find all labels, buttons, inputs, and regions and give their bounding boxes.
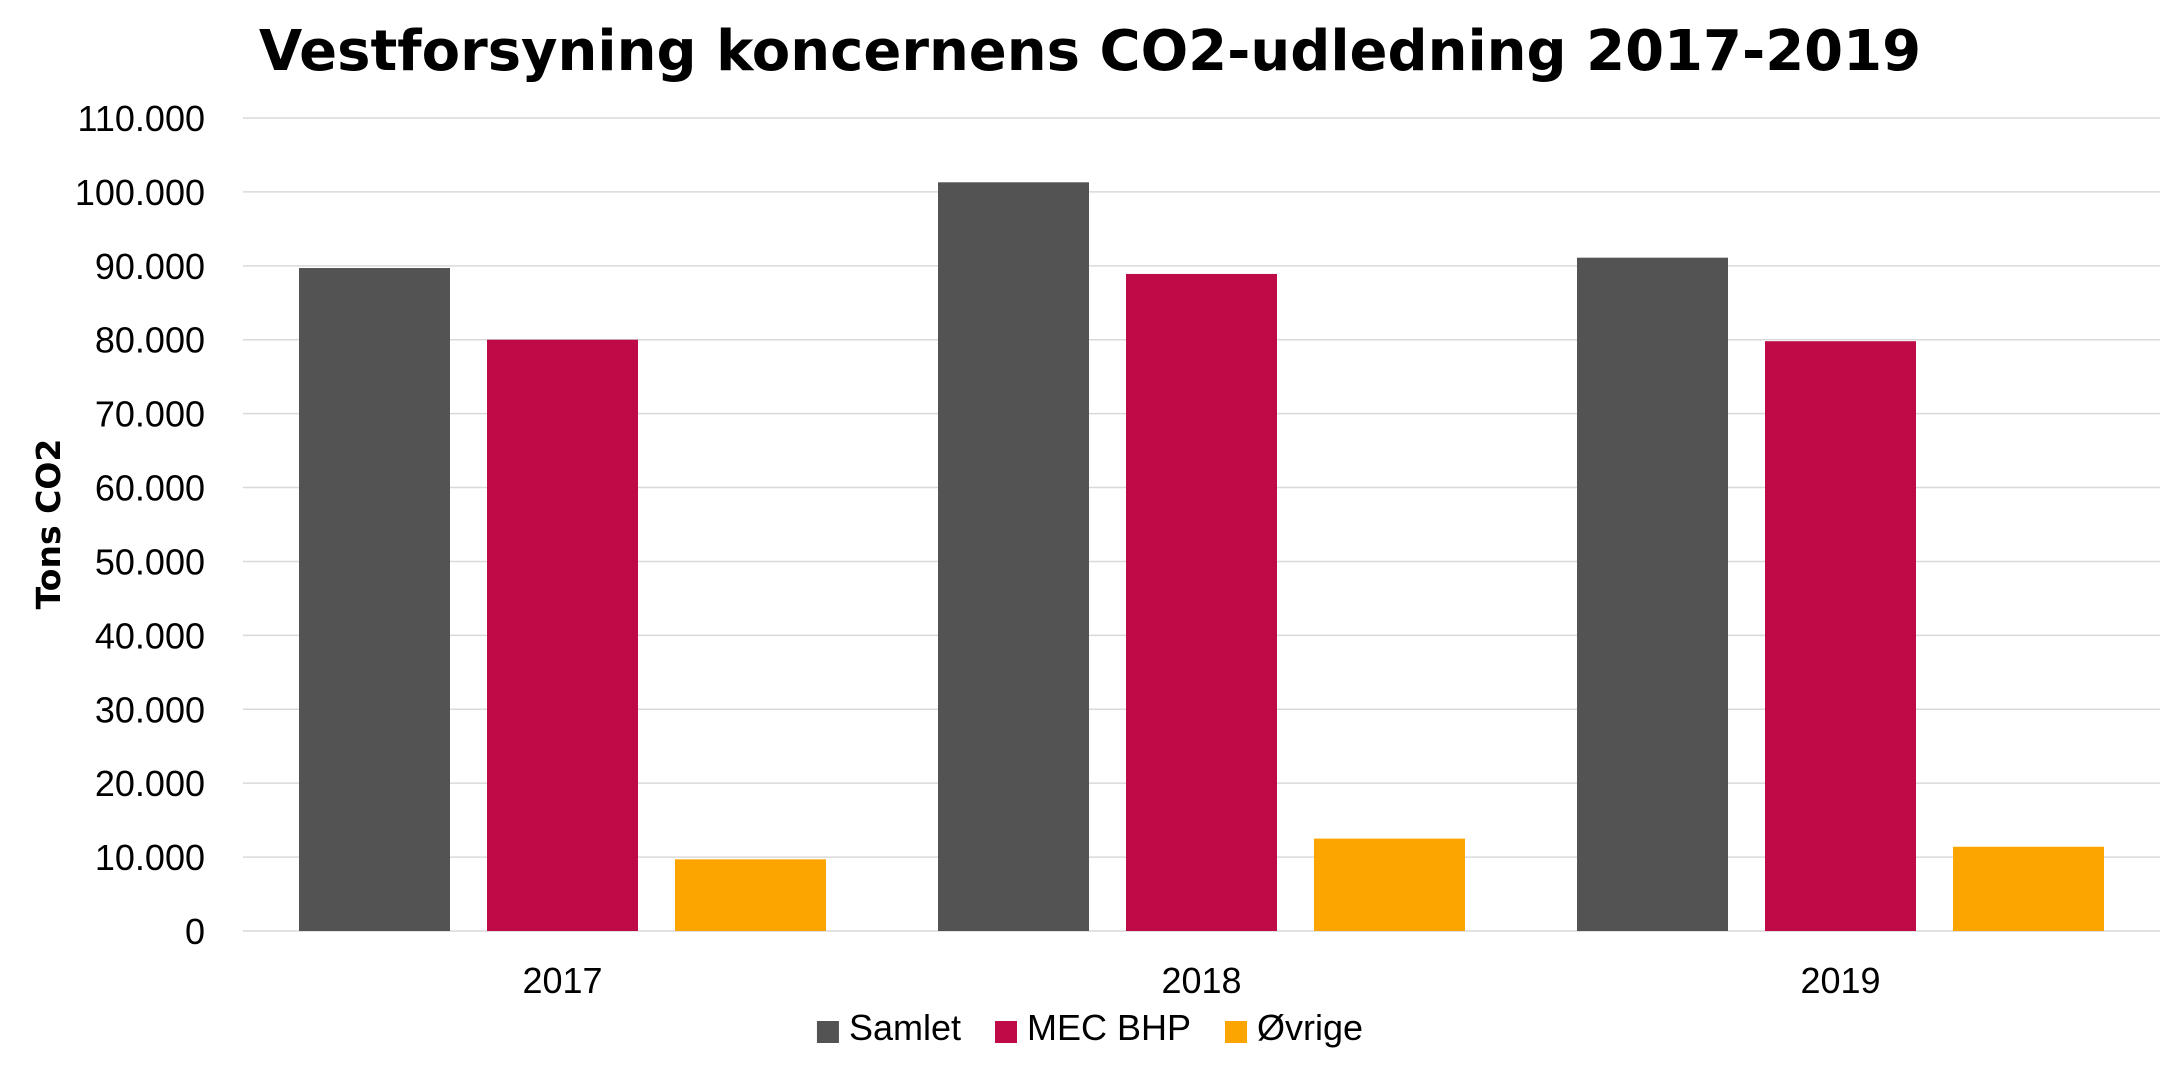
- legend-label: Samlet: [849, 1007, 961, 1048]
- y-tick-label: 60.000: [95, 468, 205, 509]
- y-tick-label: 70.000: [95, 394, 205, 435]
- x-tick-label: 2018: [1161, 960, 1241, 1001]
- y-tick-label: 30.000: [95, 689, 205, 730]
- legend-swatch: [994, 1021, 1017, 1043]
- bar-samlet-2019: [1577, 257, 1728, 931]
- bar-samlet-2017: [299, 268, 450, 931]
- y-axis-label: Tons CO2: [29, 439, 68, 610]
- y-tick-label: 50.000: [95, 541, 205, 582]
- legend-label: MEC BHP: [1027, 1007, 1191, 1048]
- y-tick-label: 10.000: [95, 837, 205, 878]
- y-tick-label: 20.000: [95, 763, 205, 804]
- legend-swatch: [816, 1021, 839, 1043]
- y-tick-label: 80.000: [95, 320, 205, 361]
- legend-label: Øvrige: [1257, 1007, 1363, 1048]
- y-tick-label: 100.000: [75, 172, 205, 213]
- bar-mec-bhp-2018: [1126, 273, 1277, 931]
- bar-samlet-2018: [938, 182, 1089, 931]
- y-tick-label: 110.000: [78, 98, 205, 139]
- bar--vrige-2019: [1953, 846, 2104, 931]
- bars: [299, 182, 2104, 931]
- y-tick-label: 0: [185, 911, 205, 952]
- bar-mec-bhp-2019: [1765, 341, 1916, 931]
- y-tick-label: 40.000: [95, 615, 205, 656]
- chart-title: Vestforsyning koncernens CO2-udledning 2…: [259, 19, 1921, 84]
- bar--vrige-2018: [1314, 838, 1465, 931]
- legend: Samlet MEC BHP Øvrige: [816, 1007, 1363, 1048]
- x-tick-label: 2019: [1800, 960, 1880, 1001]
- x-tick-label: 2017: [522, 960, 602, 1001]
- x-axis-ticks: 2017 2018 2019: [522, 960, 1880, 1001]
- y-tick-label: 90.000: [95, 246, 205, 287]
- y-axis-ticks: 0 10.000 20.000 30.000 40.000 50.000 60.000 70.…: [75, 98, 205, 952]
- legend-swatch: [1225, 1021, 1248, 1043]
- bar-mec-bhp-2017: [487, 339, 638, 931]
- bar--vrige-2017: [675, 859, 826, 931]
